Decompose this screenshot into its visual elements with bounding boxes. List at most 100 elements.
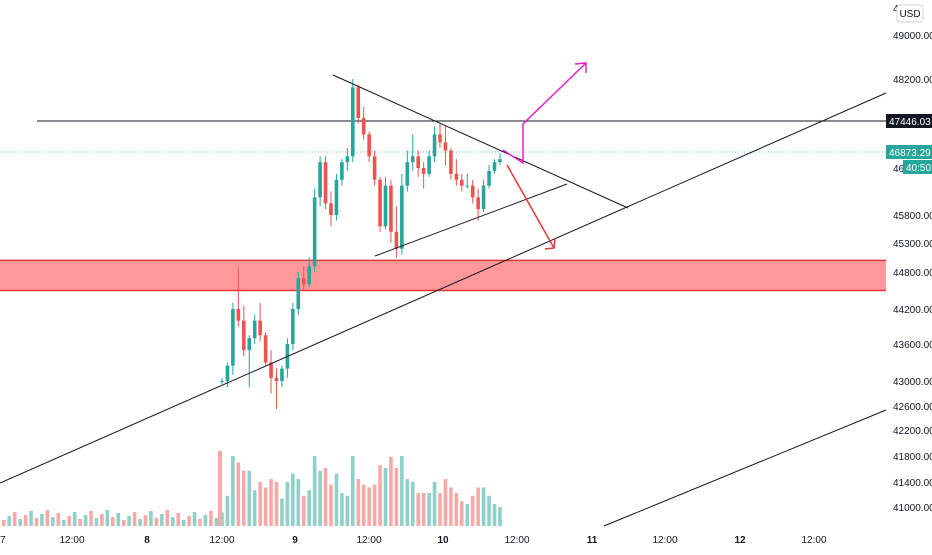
volume-bar [356,479,361,526]
volume-bar [394,468,399,526]
price-tag-label: 46873.29 [889,148,931,159]
candle-body[interactable] [269,362,273,378]
volume-bar [269,479,273,526]
candle-body[interactable] [340,162,344,180]
candle-body[interactable] [378,179,382,227]
candle-body[interactable] [225,365,230,381]
candle-body[interactable] [291,309,295,344]
candle-body[interactable] [481,185,486,210]
volume-bar [280,498,284,526]
candle-body[interactable] [236,309,241,321]
volume-bar [231,456,235,526]
volume-bar [89,511,93,526]
volume-bar [198,519,202,526]
volume-bar [312,456,317,526]
red-bearish-arrow[interactable] [506,164,555,249]
volume-bar [138,519,142,526]
candle-body[interactable] [301,278,306,285]
candle-body[interactable] [345,156,350,163]
candle-body[interactable] [443,142,448,151]
candle-body[interactable] [389,185,393,232]
candle-body[interactable] [410,156,415,163]
candle-body[interactable] [427,156,431,174]
candle-body[interactable] [351,87,355,157]
candle-body[interactable] [465,185,470,187]
candle-body[interactable] [361,117,366,135]
y-tick-label: 44800.00 [893,268,932,279]
candle-body[interactable] [220,381,224,382]
volume-bar [56,513,61,526]
candle-body[interactable] [323,162,328,204]
volume-bar [372,484,377,526]
volume-bar [23,515,28,526]
candle-body[interactable] [454,173,459,180]
candle-body[interactable] [416,156,420,169]
volume-bar [389,456,393,526]
magenta-bullish-arrow[interactable] [502,62,587,165]
candle-body[interactable] [460,179,464,186]
candle-body[interactable] [252,320,257,339]
volume-bar [170,517,175,526]
candle-body[interactable] [367,134,371,157]
volume-bar [465,504,470,526]
candle-body[interactable] [421,168,426,174]
volume-bar [203,515,208,526]
x-tick-label-partial: 7 [0,535,6,546]
descending-triangle-top[interactable] [332,74,629,209]
candle-body[interactable] [372,156,377,180]
candle-body[interactable] [394,231,399,249]
volume-bar [34,518,39,526]
candle-body[interactable] [432,134,437,157]
volume-bar [345,495,350,526]
volume-bar [351,456,355,526]
y-tick-label-partial: 4 [893,4,899,15]
volume-bar [72,512,77,526]
candle-body[interactable] [492,162,497,171]
candle-body[interactable] [247,338,252,351]
candle-body[interactable] [242,320,246,351]
volume-bar [116,513,121,526]
candle-body[interactable] [356,87,361,118]
candle-body[interactable] [400,185,404,249]
volume-bar [187,516,191,526]
candle-body[interactable] [329,203,333,215]
candle-body[interactable] [307,266,311,285]
lower-channel-line[interactable] [603,409,887,527]
candle-body[interactable] [296,278,301,309]
y-tick-label: 49000.00 [893,31,932,42]
candle-body[interactable] [470,185,475,198]
candle-body[interactable] [231,309,235,366]
candle-body[interactable] [449,150,453,174]
currency-badge[interactable]: USD [896,4,924,23]
ascending-channel-line[interactable] [0,92,887,484]
candle-body[interactable] [487,170,491,186]
volume-bar [127,516,131,526]
candle-body[interactable] [476,197,480,210]
candle-body[interactable] [274,377,279,381]
candle-body[interactable] [383,185,388,227]
currency-badge-label: USD [899,9,920,20]
volume-bar [334,473,339,526]
x-tick-label: 12:00 [356,535,381,546]
candle-body[interactable] [438,134,442,143]
volume-bar [165,510,170,526]
candle-body[interactable] [280,368,284,381]
volume-bar [378,465,382,526]
candle-body[interactable] [263,335,268,363]
candle-body[interactable] [318,162,322,198]
candle-body[interactable] [334,179,339,215]
volume-bar [454,493,459,526]
volume-bar [252,490,257,526]
volume-bar [296,479,301,526]
x-tick-label: 8 [144,535,150,546]
volume-bar [318,470,322,526]
x-tick-label: 9 [292,535,298,546]
candle-body[interactable] [498,159,502,163]
triangle-bottom[interactable] [374,183,568,257]
candle-body[interactable] [405,162,410,186]
candle-body[interactable] [312,197,317,267]
candle-body[interactable] [258,320,262,336]
volume-bar [209,511,213,526]
